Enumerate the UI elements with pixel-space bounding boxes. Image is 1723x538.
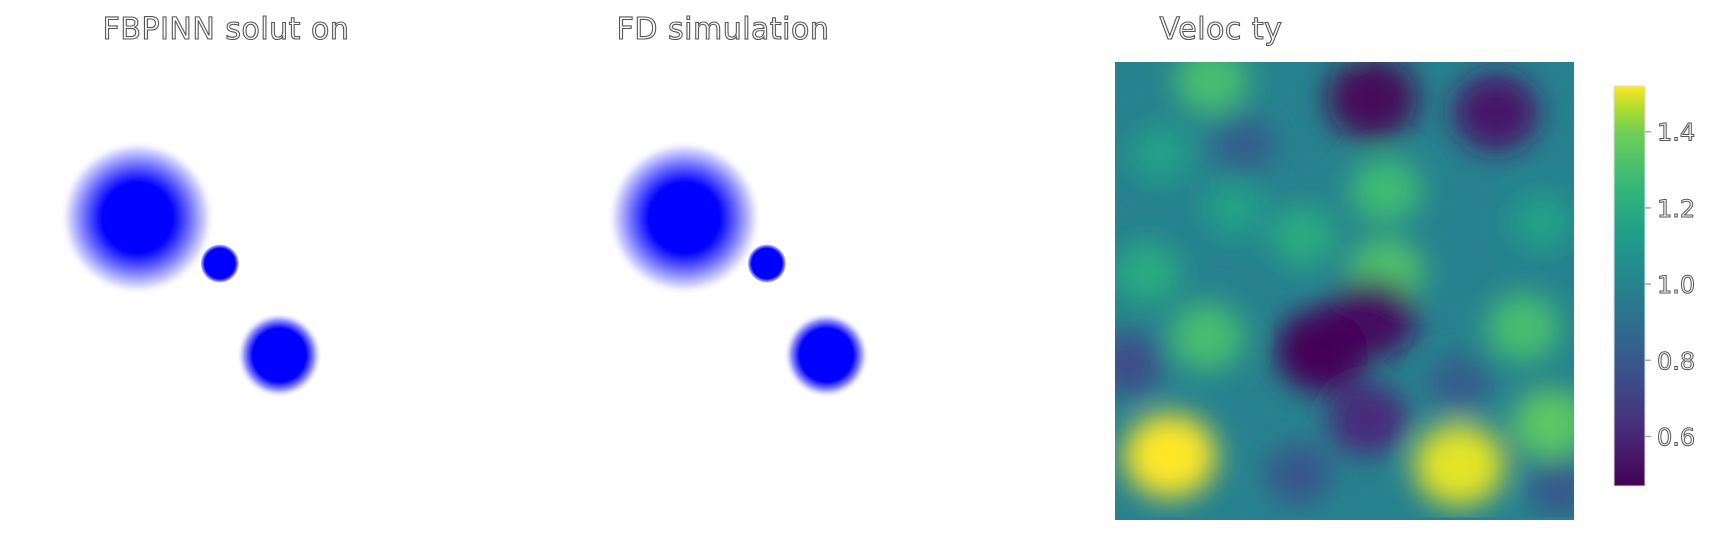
fd-simulation-heatmap bbox=[606, 139, 870, 399]
velocity-blob-20 bbox=[1211, 115, 1276, 174]
colorbar: 0.6 0.8 1.0 1.2 1.4 bbox=[1613, 85, 1696, 487]
velocity-blob-22 bbox=[1527, 458, 1574, 518]
wave-source-3 bbox=[236, 312, 323, 399]
colorbar-gradient bbox=[1613, 85, 1646, 487]
velocity-blob-6 bbox=[1169, 303, 1244, 371]
velocity-blob-14 bbox=[1511, 194, 1573, 251]
fbpinn-title: FBPINN solut on bbox=[102, 11, 350, 47]
fbpinn-heatmap bbox=[59, 139, 323, 399]
velocity-blob-11 bbox=[1203, 180, 1266, 237]
velocity-blob-7 bbox=[1486, 294, 1561, 362]
colorbar-tick-label: 1.2 bbox=[1657, 195, 1695, 223]
velocity-blob-17 bbox=[1327, 382, 1408, 456]
velocity-blob-2 bbox=[1413, 423, 1505, 507]
colorbar-tick-label: 0.6 bbox=[1657, 423, 1695, 451]
velocity-blob-9 bbox=[1270, 206, 1336, 266]
wave-source-1 bbox=[606, 139, 763, 296]
velocity-blob-18 bbox=[1326, 62, 1418, 140]
wave-source-3 bbox=[783, 312, 870, 399]
colorbar-tick-label: 0.8 bbox=[1657, 347, 1695, 375]
fd-simulation-title: FD simulation bbox=[616, 11, 830, 47]
colorbar-tick-label: 1.0 bbox=[1657, 271, 1695, 299]
velocity-title: Veloc ty bbox=[1159, 11, 1283, 47]
velocity-blob-19 bbox=[1453, 73, 1539, 152]
wave-source-2 bbox=[200, 244, 239, 283]
wave-source-1 bbox=[59, 139, 216, 296]
velocity-blob-3 bbox=[1511, 388, 1574, 460]
velocity-heatmap bbox=[1115, 62, 1574, 520]
velocity-blob-21 bbox=[1115, 332, 1164, 396]
velocity-blob-23 bbox=[1265, 444, 1332, 505]
velocity-blob-12 bbox=[1130, 125, 1192, 182]
velocity-blob-24 bbox=[1427, 353, 1491, 412]
velocity-blob-16 bbox=[1275, 308, 1368, 393]
velocity-blob-1 bbox=[1123, 413, 1217, 498]
velocity-blob-10 bbox=[1115, 242, 1180, 303]
colorbar-tick-label: 1.4 bbox=[1657, 119, 1695, 147]
velocity-blob-8 bbox=[1174, 62, 1249, 114]
velocity-blob-5 bbox=[1349, 157, 1422, 224]
wave-source-2 bbox=[747, 244, 786, 283]
